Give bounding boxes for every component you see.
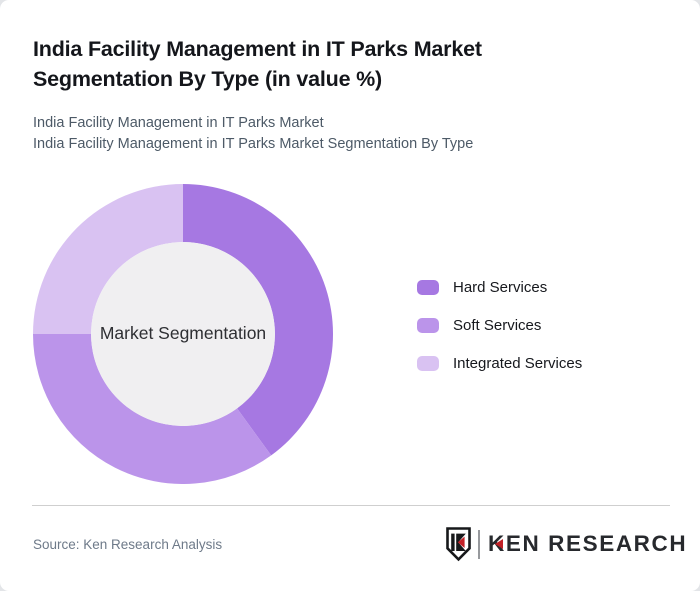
page-title: India Facility Management in IT Parks Ma… <box>33 37 482 91</box>
legend-item: Hard Services <box>417 279 582 296</box>
subtitle-line-1: India Facility Management in IT Parks Ma… <box>33 115 324 131</box>
legend-item: Integrated Services <box>417 355 583 372</box>
legend-label: Integrated Services <box>453 355 583 372</box>
legend-swatch-integrated-services <box>417 356 439 371</box>
subtitle-line-2: India Facility Management in IT Parks Ma… <box>33 136 474 152</box>
logo-k-red-triangle-icon <box>495 539 503 549</box>
legend-item: Soft Services <box>417 317 582 334</box>
chart-legend: Hard Services Soft Services Integrated S… <box>417 279 583 372</box>
donut-slice-soft-services <box>33 334 272 484</box>
ken-research-logo: KEN RESEARCH <box>445 525 687 563</box>
donut-slice-integrated-services <box>33 184 183 334</box>
legend-swatch-hard-services <box>417 280 439 295</box>
donut-hole <box>91 242 275 426</box>
logo-separator <box>478 529 480 559</box>
legend-label: Hard Services <box>453 279 548 296</box>
ken-research-shield-icon <box>446 527 471 562</box>
donut-chart <box>33 184 333 484</box>
footer-divider <box>32 505 670 506</box>
logo-wordmark: KEN RESEARCH <box>488 531 688 556</box>
legend-label: Soft Services <box>453 317 542 334</box>
legend-swatch-soft-services <box>417 318 439 333</box>
donut-slice-hard-services <box>183 184 333 456</box>
donut-center-label: Market Segmentation <box>99 323 267 343</box>
donut-chart-svg <box>33 184 333 484</box>
source-text: Source: Ken Research Analysis <box>33 537 223 552</box>
